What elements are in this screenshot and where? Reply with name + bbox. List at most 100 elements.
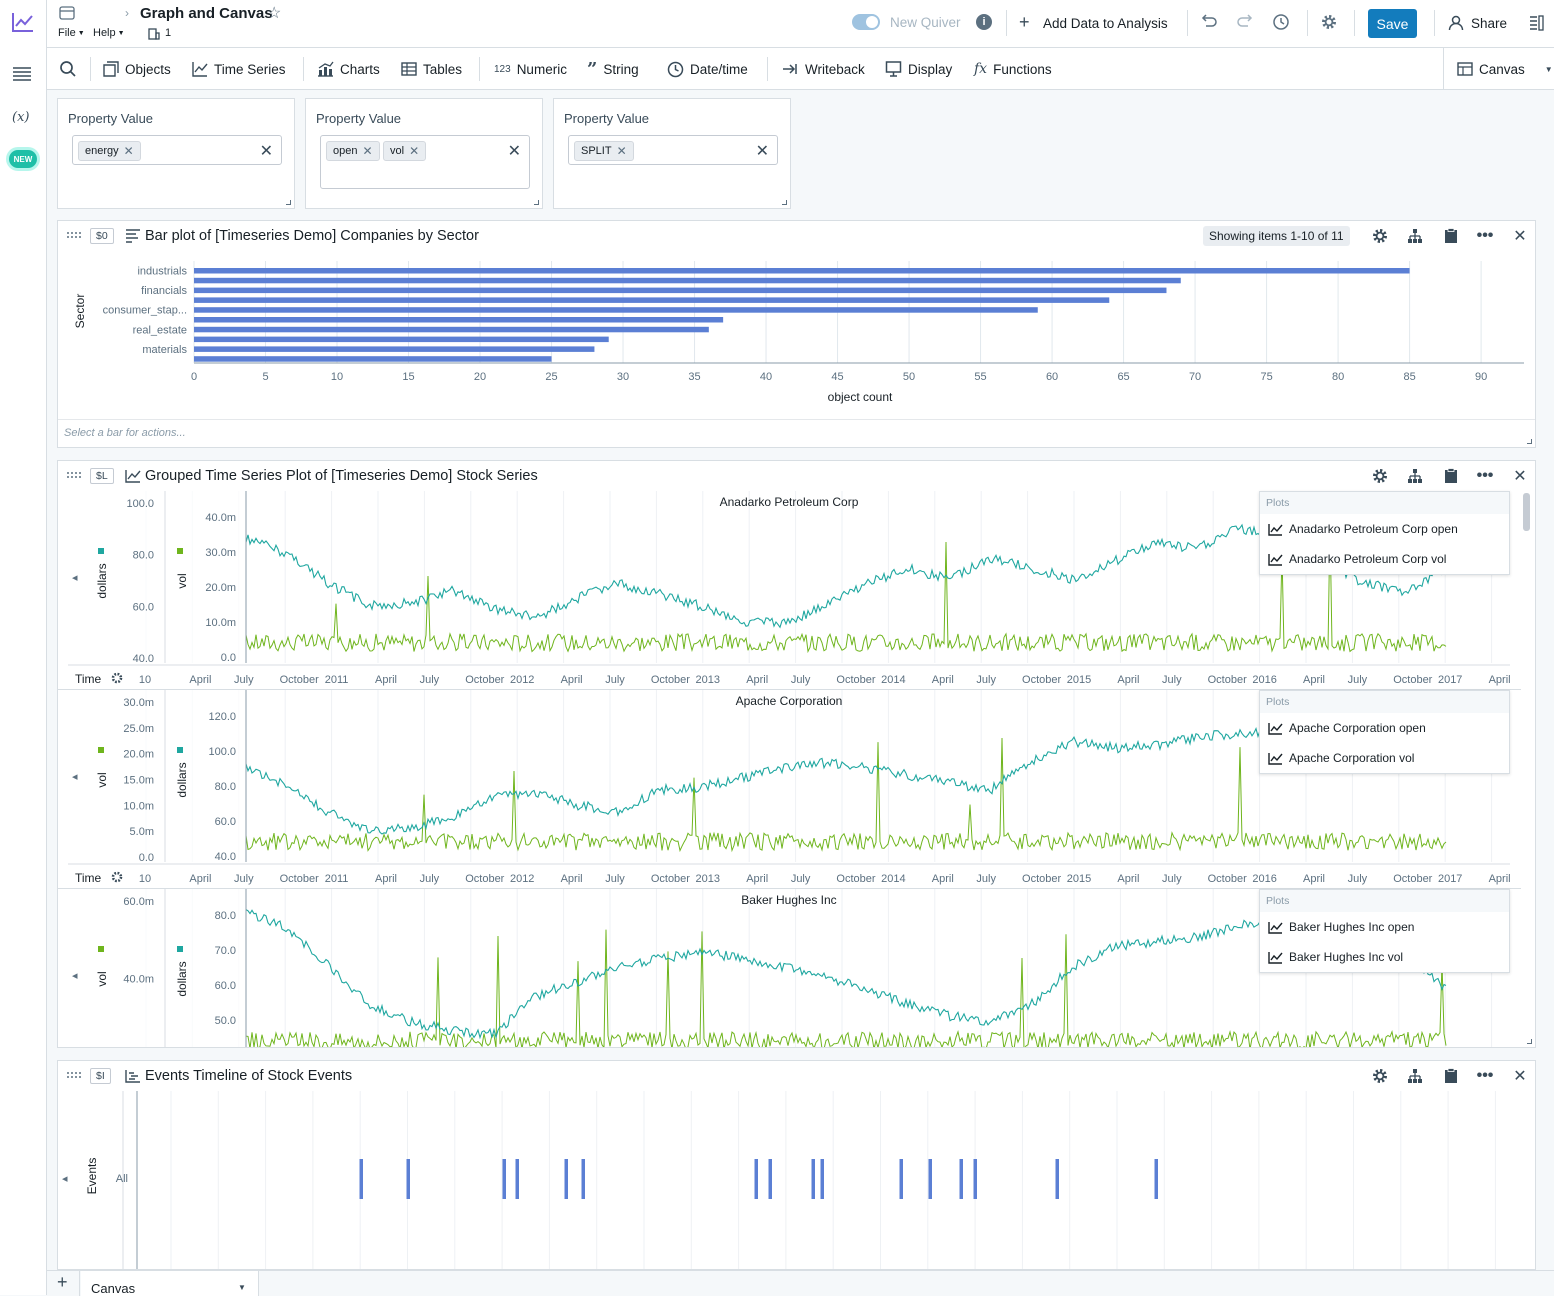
events-chart[interactable]: Events All ◂ — [58, 1091, 1535, 1270]
settings-gear-icon[interactable] — [1320, 13, 1338, 31]
panel-title[interactable]: Grouped Time Series Plot of [Timeseries … — [145, 468, 538, 484]
more-options-icon[interactable]: ••• — [1476, 467, 1494, 484]
event-mark[interactable] — [928, 1159, 933, 1199]
event-mark[interactable] — [899, 1159, 904, 1199]
variable-badge[interactable]: $I — [90, 1068, 111, 1084]
variable-badge[interactable]: $0 — [90, 228, 114, 244]
bar[interactable] — [194, 307, 1038, 313]
vol-series-line[interactable] — [245, 929, 1447, 1048]
toolbar-charts[interactable]: Charts — [317, 48, 380, 90]
event-mark[interactable] — [820, 1159, 825, 1199]
lineage-icon[interactable] — [1405, 467, 1425, 485]
new-badge[interactable]: NEW — [9, 150, 37, 168]
help-menu[interactable]: Help ▼ — [93, 27, 125, 39]
remove-tag-icon[interactable]: ✕ — [123, 144, 134, 158]
history-icon[interactable] — [1272, 13, 1290, 31]
filter-tag-input[interactable]: energy ✕ ✕ — [72, 135, 282, 165]
toolbar-functions[interactable]: fx Functions — [974, 48, 1052, 90]
bar[interactable] — [194, 346, 595, 352]
filter-tag[interactable]: energy ✕ — [78, 141, 141, 161]
open-series-line[interactable] — [245, 523, 1447, 629]
toolbar-datetime[interactable]: Date/time — [667, 48, 748, 90]
collapse-axis-icon[interactable]: ◂ — [72, 572, 78, 584]
event-mark[interactable] — [768, 1159, 773, 1199]
more-options-icon[interactable]: ••• — [1476, 227, 1494, 244]
plots-legend-item[interactable]: Baker Hughes Inc open — [1260, 912, 1509, 942]
more-options-icon[interactable]: ••• — [1476, 1067, 1494, 1084]
star-icon[interactable]: ☆ — [267, 5, 282, 22]
event-mark[interactable] — [959, 1159, 964, 1199]
time-series-chart[interactable]: 100.0 80.0 60.0 40.0 40.0m 30.0m 20.0m 10.0m 0.0… — [58, 491, 1521, 690]
panel-title[interactable]: Bar plot of [Timeseries Demo] Companies … — [145, 228, 479, 244]
toolbar-numeric[interactable]: 123 Numeric — [494, 48, 567, 90]
event-mark[interactable] — [564, 1159, 569, 1199]
vol-series-line[interactable] — [245, 737, 1447, 853]
bar[interactable] — [194, 336, 609, 343]
event-mark[interactable] — [515, 1159, 520, 1199]
event-mark[interactable] — [406, 1159, 411, 1199]
close-panel-icon[interactable]: ✕ — [1513, 468, 1527, 485]
bar[interactable] — [194, 317, 724, 323]
search-button[interactable] — [59, 48, 77, 90]
event-mark[interactable] — [1055, 1159, 1060, 1199]
view-selector[interactable]: Canvas ▼ — [1457, 48, 1553, 90]
caret-down-icon[interactable]: ▼ — [238, 1283, 246, 1292]
collapse-axis-icon[interactable]: ◂ — [72, 970, 78, 982]
canvas-tab[interactable]: Canvas ▼ — [81, 1271, 259, 1296]
add-data-button[interactable]: Add Data to Analysis — [1043, 16, 1168, 31]
close-panel-icon[interactable]: ✕ — [1513, 1068, 1527, 1085]
lineage-icon[interactable] — [1405, 227, 1425, 245]
clipboard-icon[interactable] — [1441, 467, 1461, 485]
toolbar-display[interactable]: Display — [885, 48, 952, 90]
open-series-line[interactable] — [245, 909, 1447, 1040]
panel-settings-gear-icon[interactable] — [1370, 227, 1390, 245]
remove-tag-icon[interactable]: ✕ — [362, 144, 373, 158]
bar-chart[interactable]: 0 5 10 15 20 25 30 35 40 45 50 55 60 65 70 75 80 85 90 indu… — [58, 251, 1535, 421]
bar[interactable] — [194, 297, 1110, 303]
panel-settings-gear-icon[interactable] — [1370, 467, 1390, 485]
filter-tag[interactable]: vol ✕ — [383, 141, 427, 161]
plots-legend-item[interactable]: Apache Corporation vol — [1260, 743, 1509, 773]
redo-icon[interactable] — [1236, 14, 1254, 30]
time-settings-gear-icon[interactable] — [111, 672, 123, 684]
remove-tag-icon[interactable]: ✕ — [409, 144, 420, 158]
bar[interactable] — [194, 326, 709, 333]
time-settings-gear-icon[interactable] — [111, 871, 123, 883]
add-tab-icon[interactable]: + — [57, 1272, 68, 1292]
panel-title[interactable]: Events Timeline of Stock Events — [145, 1068, 353, 1084]
info-icon[interactable]: i — [976, 14, 992, 30]
remove-tag-icon[interactable]: ✕ — [616, 144, 627, 158]
drag-handle-icon[interactable] — [66, 1070, 82, 1080]
toolbar-tables[interactable]: Tables — [401, 48, 462, 90]
close-panel-icon[interactable]: ✕ — [1513, 228, 1527, 245]
resize-handle[interactable] — [286, 200, 291, 205]
collapse-axis-icon[interactable]: ◂ — [62, 1173, 68, 1185]
filter-tag-input[interactable]: SPLIT ✕ ✕ — [568, 135, 778, 165]
new-quiver-toggle[interactable] — [852, 14, 880, 30]
event-mark[interactable] — [359, 1159, 364, 1199]
sidebar-panel-icon[interactable] — [1528, 15, 1544, 31]
event-mark[interactable] — [811, 1159, 816, 1199]
resize-handle[interactable] — [782, 200, 787, 205]
vol-series-line[interactable] — [245, 522, 1447, 654]
plots-legend-item[interactable]: Apache Corporation open — [1260, 713, 1509, 743]
toolbar-objects[interactable]: Objects — [103, 48, 171, 90]
clipboard-icon[interactable] — [1441, 227, 1461, 245]
drag-handle-icon[interactable] — [66, 230, 82, 240]
toolbar-time-series[interactable]: Time Series — [192, 48, 286, 90]
plots-legend-item[interactable]: Anadarko Petroleum Corp open — [1260, 514, 1509, 544]
event-mark[interactable] — [973, 1159, 978, 1199]
toolbar-string[interactable]: ” String — [587, 48, 639, 90]
panel-settings-gear-icon[interactable] — [1370, 1067, 1390, 1085]
event-mark[interactable] — [581, 1159, 586, 1199]
filter-tag[interactable]: SPLIT ✕ — [574, 141, 634, 161]
filter-tag-input[interactable]: open ✕ vol ✕ ✕ — [320, 135, 530, 189]
event-mark[interactable] — [502, 1159, 507, 1199]
variables-icon[interactable]: (x) — [12, 110, 30, 125]
clear-icon[interactable]: ✕ — [259, 143, 273, 160]
bar[interactable] — [194, 356, 552, 362]
menu-icon[interactable] — [13, 66, 31, 82]
file-menu[interactable]: File ▼ — [58, 27, 85, 39]
undo-icon[interactable] — [1200, 14, 1218, 30]
plots-legend-item[interactable]: Anadarko Petroleum Corp vol — [1260, 544, 1509, 574]
